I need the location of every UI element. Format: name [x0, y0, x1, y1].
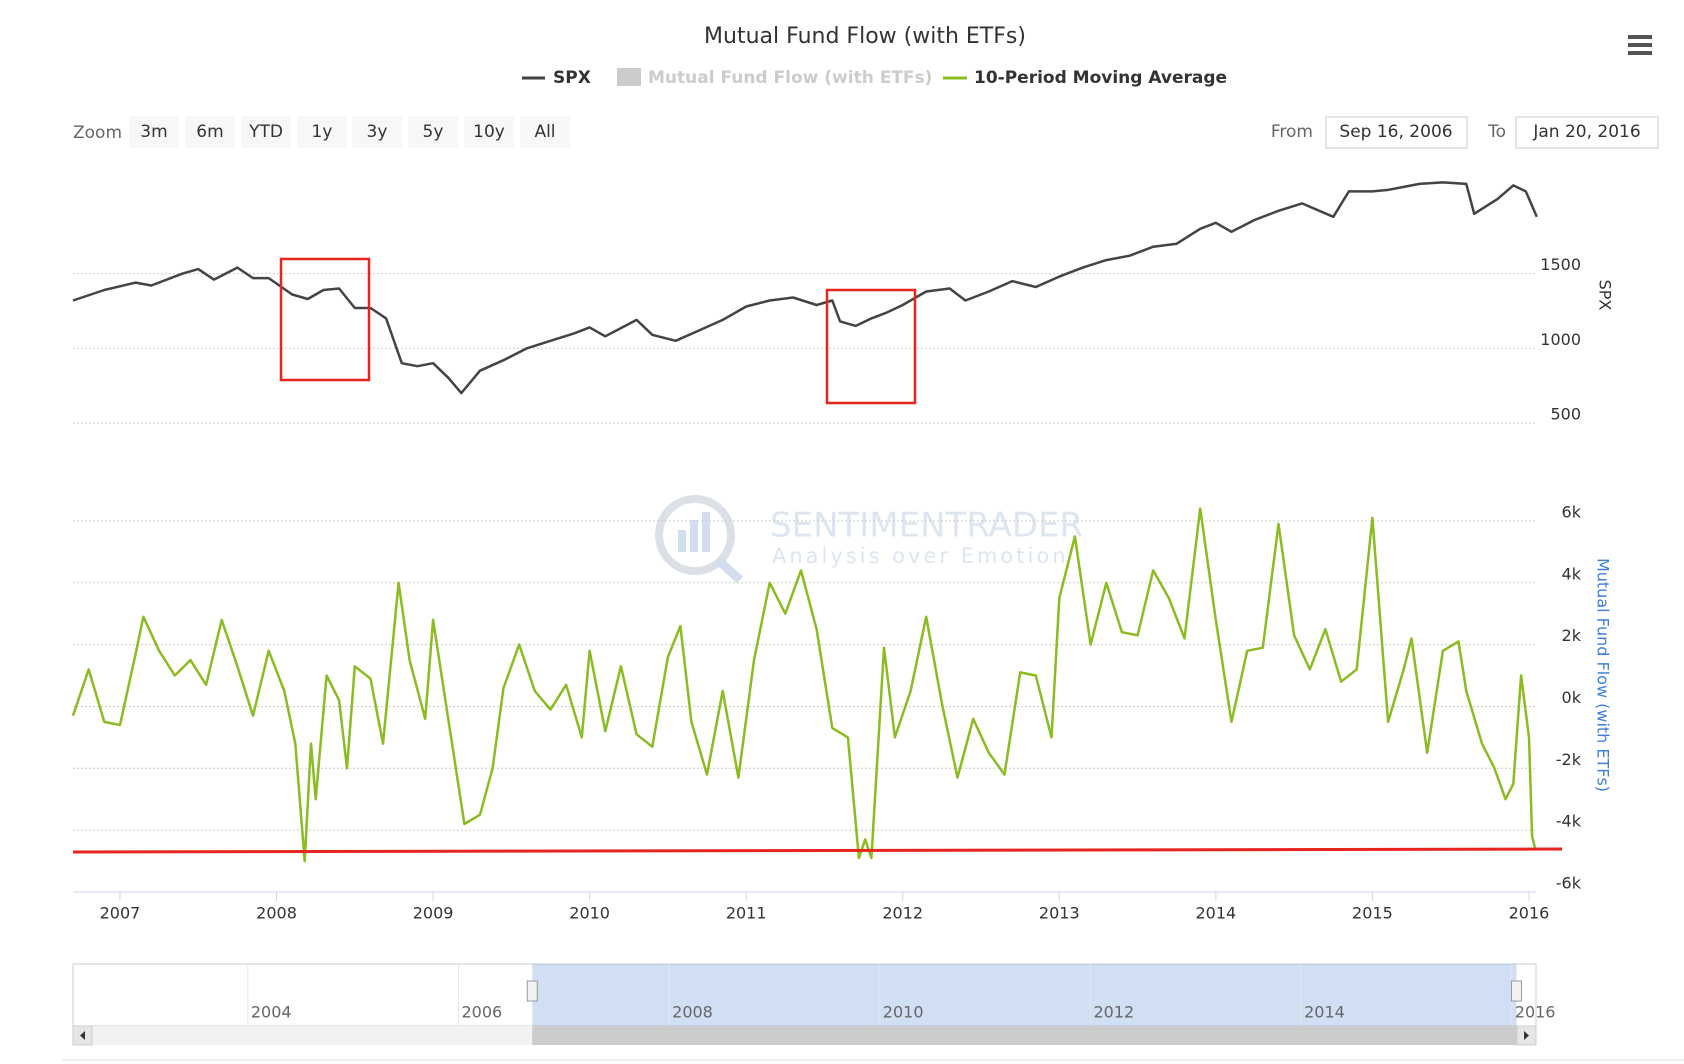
x-tick-label: 2008 [256, 904, 297, 923]
highlight-box [825, 288, 917, 405]
x-tick-label: 2013 [1039, 904, 1080, 923]
menu-button[interactable] [1626, 33, 1654, 57]
y-tick-label: -6k [1556, 874, 1582, 893]
y-tick-label: 6k [1562, 502, 1582, 521]
zoom-button[interactable]: 3m [129, 116, 179, 148]
zoom-button[interactable]: 1y [297, 116, 347, 148]
x-tick-label: 2014 [1195, 904, 1236, 923]
zoom-button-label[interactable]: All [534, 122, 555, 142]
from-input[interactable] [1325, 116, 1468, 149]
navigator-handle[interactable] [1511, 980, 1523, 1002]
zoom-button-label[interactable]: 3y [367, 122, 388, 142]
y-axis-title: SPX [1596, 280, 1615, 311]
zoom-button[interactable]: 6m [185, 116, 235, 148]
zoom-button-bg[interactable] [129, 116, 179, 148]
zoom-button-bg[interactable] [464, 116, 514, 148]
highlight-box [279, 257, 371, 382]
scrollbar-arrow [80, 1031, 85, 1040]
navigator[interactable]: 2004 2006 2008 2010 2012 2014 2016 [72, 963, 1556, 1046]
navigator-handle[interactable] [526, 980, 538, 1002]
x-tick-label: 2007 [100, 904, 141, 923]
plot-area: 500 1000 1500 SPX -6k -4k -2k 0k 2k 4k 6k Mutual Fu… [71, 181, 1615, 923]
zoom-button[interactable]: 10y [464, 116, 514, 148]
x-tick-label: 2011 [726, 904, 767, 923]
to-value[interactable]: Jan 20, 2016 [1532, 122, 1640, 142]
navigator-selection[interactable] [532, 964, 1517, 1026]
to-label: To [1487, 122, 1506, 142]
watermark-logo [690, 520, 698, 552]
zoom-button-bg[interactable] [297, 116, 347, 148]
x-tick-label: 2010 [569, 904, 610, 923]
navigator-label: 2004 [251, 1003, 292, 1022]
zoom-button-label[interactable]: YTD [248, 122, 283, 142]
series-line [72, 181, 1538, 395]
y-tick-label: 1000 [1540, 330, 1581, 349]
zoom-button-bg[interactable] [408, 116, 458, 148]
navigator-label: 2016 [1515, 1003, 1556, 1022]
y-tick-label: 2k [1562, 626, 1582, 645]
zoom-button[interactable]: All [520, 116, 570, 148]
legend-symbol [617, 68, 641, 86]
x-tick-label: 2012 [882, 904, 923, 923]
zoom-button[interactable]: 3y [352, 116, 402, 148]
to-input[interactable] [1515, 116, 1659, 149]
y-tick-label: -2k [1556, 750, 1582, 769]
zoom-button-bg[interactable] [185, 116, 235, 148]
zoom-button-bg[interactable] [520, 116, 570, 148]
navigator-label: 2010 [883, 1003, 924, 1022]
y-tick-label: 500 [1550, 405, 1581, 424]
navigator-label: 2008 [672, 1003, 713, 1022]
legend-item[interactable]: SPX [553, 68, 591, 88]
watermark-logo [655, 495, 735, 575]
zoom-button-label[interactable]: 10y [473, 122, 505, 142]
legend-item[interactable]: Mutual Fund Flow (with ETFs) [648, 68, 932, 88]
x-tick-label: 2015 [1352, 904, 1393, 923]
from-label: From [1271, 122, 1313, 142]
navigator-label: 2012 [1093, 1003, 1134, 1022]
zoom-group: 3m 6m YTD 1y 3y 5y 10y All [129, 116, 570, 148]
watermark-logo [678, 530, 686, 552]
x-tick-label: 2016 [1509, 904, 1550, 923]
from-value[interactable]: Sep 16, 2006 [1339, 122, 1452, 142]
chart-title: Mutual Fund Flow (with ETFs) [704, 24, 1026, 49]
zoom-button-label[interactable]: 1y [312, 122, 333, 142]
y-axis-title: Mutual Fund Flow (with ETFs) [1594, 558, 1613, 792]
y-tick-label: -4k [1556, 812, 1582, 831]
scrollbar-thumb[interactable] [532, 1026, 1517, 1045]
x-tick-label: 2009 [413, 904, 454, 923]
watermark-subtitle: Analysis over Emotion [772, 544, 1069, 568]
scrollbar-arrow [1524, 1031, 1529, 1040]
navigator-label: 2006 [461, 1003, 502, 1022]
watermark-logo [714, 556, 744, 584]
zoom-button-label[interactable]: 3m [140, 122, 167, 142]
watermark-title: SENTIMENTRADER [770, 506, 1083, 546]
y-tick-label: 0k [1562, 688, 1582, 707]
zoom-button-label[interactable]: 6m [196, 122, 223, 142]
zoom-button[interactable]: 5y [408, 116, 458, 148]
watermark-logo [702, 512, 710, 552]
zoom-button[interactable]: YTD [241, 116, 291, 148]
zoom-button-bg[interactable] [241, 116, 291, 148]
y-tick-label: 4k [1562, 564, 1582, 583]
watermark: SENTIMENTRADER Analysis over Emotion [655, 495, 1083, 584]
threshold-line [72, 847, 1563, 854]
zoom-button-label[interactable]: 5y [423, 122, 444, 142]
y-tick-label: 1500 [1540, 255, 1581, 274]
zoom-label: Zoom [73, 123, 122, 143]
series-line [71, 507, 1537, 863]
navigator-label: 2014 [1304, 1003, 1345, 1022]
zoom-button-bg[interactable] [352, 116, 402, 148]
navigator-bg [72, 963, 1537, 1027]
legend-item[interactable]: 10-Period Moving Average [974, 68, 1227, 88]
